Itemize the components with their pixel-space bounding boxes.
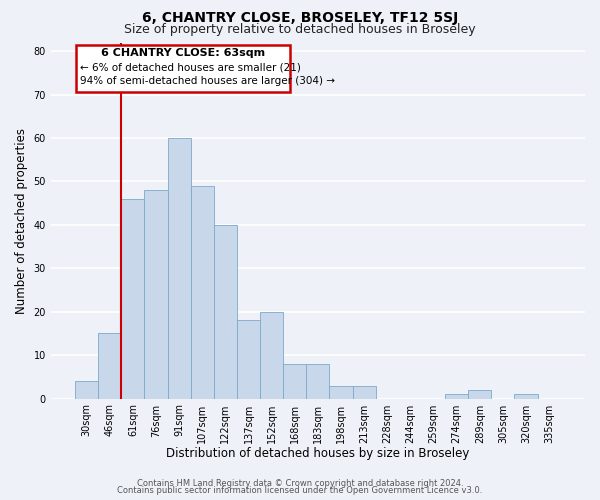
Bar [167,138,191,398]
Bar [260,312,283,398]
Bar [214,225,237,398]
Bar [75,381,98,398]
Text: 6 CHANTRY CLOSE: 63sqm: 6 CHANTRY CLOSE: 63sqm [101,48,265,58]
Bar [329,386,353,398]
Bar [237,320,260,398]
Bar [353,386,376,398]
Y-axis label: Number of detached properties: Number of detached properties [15,128,28,314]
X-axis label: Distribution of detached houses by size in Broseley: Distribution of detached houses by size … [166,447,470,460]
Text: 6, CHANTRY CLOSE, BROSELEY, TF12 5SJ: 6, CHANTRY CLOSE, BROSELEY, TF12 5SJ [142,11,458,25]
FancyBboxPatch shape [76,44,290,92]
Bar [514,394,538,398]
Bar [98,334,121,398]
Text: Size of property relative to detached houses in Broseley: Size of property relative to detached ho… [124,22,476,36]
Text: Contains HM Land Registry data © Crown copyright and database right 2024.: Contains HM Land Registry data © Crown c… [137,478,463,488]
Bar [468,390,491,398]
Bar [121,199,145,398]
Bar [307,364,329,398]
Bar [445,394,468,398]
Text: ← 6% of detached houses are smaller (21): ← 6% of detached houses are smaller (21) [80,62,301,72]
Text: Contains public sector information licensed under the Open Government Licence v3: Contains public sector information licen… [118,486,482,495]
Text: 94% of semi-detached houses are larger (304) →: 94% of semi-detached houses are larger (… [80,76,335,86]
Bar [145,190,167,398]
Bar [191,186,214,398]
Bar [283,364,307,398]
